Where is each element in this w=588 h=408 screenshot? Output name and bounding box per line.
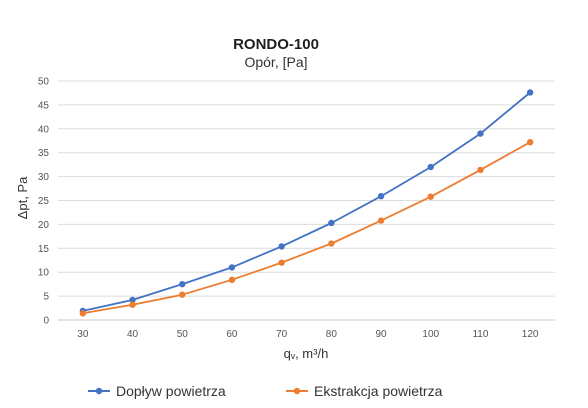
y-tick-label: 40 <box>38 124 50 135</box>
x-tick-label: 100 <box>422 329 439 340</box>
y-tick-label: 10 <box>38 268 50 279</box>
data-point[interactable] <box>129 296 136 304</box>
legend-label-ekstrakcja: Ekstrakcja powietrza <box>314 383 443 399</box>
y-tick-label: 0 <box>43 316 49 327</box>
x-tick-label: 80 <box>326 329 338 340</box>
x-tick-label: 50 <box>177 329 189 340</box>
y-tick-label: 20 <box>38 220 50 231</box>
data-point[interactable] <box>526 138 534 146</box>
data-point[interactable] <box>427 163 434 171</box>
data-point[interactable] <box>129 301 136 308</box>
data-point[interactable] <box>79 310 87 317</box>
series-lines <box>79 89 534 317</box>
legend-item-doplyw[interactable]: Dopływ powietrza <box>88 383 226 399</box>
y-tick-label: 5 <box>43 292 49 303</box>
series-line-0 <box>82 91 531 312</box>
y-tick-label: 35 <box>38 148 50 159</box>
y-axis-ticks: 0 5 10 15 20 25 30 35 40 45 50 <box>38 77 50 327</box>
y-tick-label: 50 <box>38 77 50 88</box>
data-point[interactable] <box>228 276 236 284</box>
x-tick-label: 110 <box>472 329 488 340</box>
data-point[interactable] <box>278 259 285 266</box>
x-axis-ticks: 30 40 50 60 70 80 90 100 110 120 <box>77 329 539 340</box>
series-line-1 <box>82 141 531 315</box>
chart-title: RONDO-100 <box>233 36 319 53</box>
data-point[interactable] <box>278 243 285 250</box>
gridlines <box>58 80 555 321</box>
data-point[interactable] <box>377 192 385 200</box>
chart-subtitle: Opór, [Pa] <box>244 54 307 70</box>
data-point[interactable] <box>179 280 186 288</box>
data-point[interactable] <box>228 264 236 271</box>
y-tick-label: 30 <box>38 172 50 183</box>
y-axis-label: Δpt, Pa <box>15 176 30 219</box>
x-tick-label: 120 <box>522 329 539 340</box>
data-point[interactable] <box>328 240 335 247</box>
data-point[interactable] <box>526 89 534 96</box>
x-tick-label: 40 <box>127 329 139 340</box>
legend-marker-ekstrakcja <box>293 387 301 395</box>
x-axis-label: qᵥ, m³/h <box>284 346 329 361</box>
data-point[interactable] <box>377 217 385 224</box>
data-point[interactable] <box>427 193 434 200</box>
data-point[interactable] <box>477 166 484 174</box>
y-tick-label: 45 <box>38 100 50 111</box>
x-tick-label: 30 <box>77 329 89 340</box>
x-tick-label: 90 <box>375 329 387 340</box>
x-tick-label: 70 <box>276 329 288 340</box>
legend-label-doplyw: Dopływ powietrza <box>116 383 226 399</box>
data-point[interactable] <box>328 219 335 227</box>
x-tick-label: 60 <box>226 329 238 340</box>
data-point[interactable] <box>179 291 186 298</box>
legend-marker-doplyw <box>95 387 103 395</box>
legend-item-ekstrakcja[interactable]: Ekstrakcja powietrza <box>286 383 443 399</box>
y-tick-label: 25 <box>38 196 50 207</box>
data-point[interactable] <box>477 130 484 137</box>
y-tick-label: 15 <box>38 244 50 255</box>
legend: Dopływ powietrza Ekstrakcja powietrza <box>88 383 443 399</box>
